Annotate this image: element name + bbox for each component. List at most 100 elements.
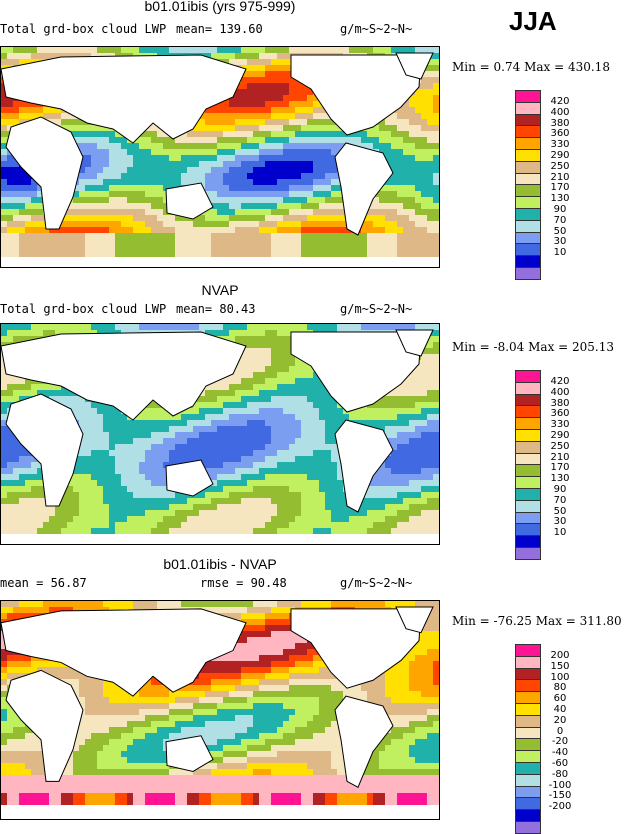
field-cell <box>409 233 415 239</box>
field-cell <box>247 53 253 59</box>
field-cell <box>427 492 433 498</box>
field-cell <box>307 101 313 107</box>
field-cell <box>415 167 421 173</box>
field-cell <box>139 474 145 480</box>
field-cell <box>139 209 145 215</box>
field-cell <box>325 137 331 143</box>
field-cell <box>289 209 295 215</box>
field-cell <box>19 215 25 221</box>
field-cell <box>37 245 43 251</box>
field-cell <box>331 185 337 191</box>
field-cell <box>427 450 433 456</box>
field-cell <box>277 65 283 71</box>
field-cell <box>121 155 127 161</box>
field-cell <box>397 167 403 173</box>
field-cell <box>421 215 427 221</box>
field-cell <box>313 390 319 396</box>
field-cell <box>397 137 403 143</box>
field-cell <box>433 456 439 462</box>
field-cell <box>199 408 205 414</box>
field-cell <box>403 444 409 450</box>
field-cell <box>13 504 19 510</box>
field-cell <box>61 245 67 251</box>
field-cell <box>385 251 391 257</box>
field-cell <box>163 251 169 257</box>
field-cell <box>187 245 193 251</box>
field-cell <box>253 450 259 456</box>
field-cell <box>301 137 307 143</box>
field-cell <box>415 227 421 233</box>
field-cell <box>181 516 187 522</box>
field-cell <box>421 378 427 384</box>
field-cell <box>85 47 91 53</box>
field-cell <box>403 498 409 504</box>
field-cell <box>127 450 133 456</box>
field-cell <box>157 233 163 239</box>
field-cell <box>193 221 199 227</box>
field-cell <box>277 408 283 414</box>
field-cell <box>265 474 271 480</box>
field-cell <box>133 47 139 53</box>
field-cell <box>235 474 241 480</box>
field-cell <box>391 504 397 510</box>
field-cell <box>223 119 229 125</box>
field-cell <box>427 348 433 354</box>
field-cell <box>427 354 433 360</box>
field-cell <box>271 65 277 71</box>
field-cell <box>97 468 103 474</box>
field-cell <box>331 510 337 516</box>
field-cell <box>265 456 271 462</box>
field-cell <box>241 221 247 227</box>
field-cell <box>121 438 127 444</box>
field-cell <box>145 324 151 330</box>
field-cell <box>115 438 121 444</box>
field-cell <box>391 402 397 408</box>
field-cell <box>97 179 103 185</box>
field-cell <box>85 408 91 414</box>
field-cell <box>25 197 31 203</box>
field-cell <box>283 65 289 71</box>
field-cell <box>427 233 433 239</box>
field-cell <box>109 468 115 474</box>
field-cell <box>427 65 433 71</box>
field-cell <box>421 185 427 191</box>
field-cell <box>289 173 295 179</box>
field-cell <box>403 504 409 510</box>
field-cell <box>235 137 241 143</box>
field-cell <box>115 215 121 221</box>
field-cell <box>121 239 127 245</box>
field-cell <box>1 155 7 161</box>
field-cell <box>91 516 97 522</box>
field-cell <box>31 113 37 119</box>
field-cell <box>199 414 205 420</box>
field-cell <box>127 432 133 438</box>
field-cell <box>247 251 253 257</box>
field-cell <box>403 426 409 432</box>
field-cell <box>319 167 325 173</box>
field-cell <box>403 420 409 426</box>
field-cell <box>247 125 253 131</box>
field-cell <box>109 239 115 245</box>
field-cell <box>421 203 427 209</box>
field-cell <box>409 402 415 408</box>
field-cell <box>295 167 301 173</box>
field-cell <box>241 372 247 378</box>
field-cell <box>127 233 133 239</box>
field-cell <box>397 420 403 426</box>
field-cell <box>409 119 415 125</box>
field-cell <box>265 215 271 221</box>
field-cell <box>79 191 85 197</box>
field-cell <box>211 113 217 119</box>
field-cell <box>223 456 229 462</box>
field-cell <box>133 239 139 245</box>
field-cell <box>301 131 307 137</box>
field-cell <box>265 438 271 444</box>
field-cell <box>301 324 307 330</box>
field-cell <box>259 450 265 456</box>
field-cell <box>271 384 277 390</box>
field-cell <box>187 450 193 456</box>
field-cell <box>157 450 163 456</box>
field-cell <box>433 384 439 390</box>
field-cell <box>379 504 385 510</box>
field-cell <box>427 77 433 83</box>
